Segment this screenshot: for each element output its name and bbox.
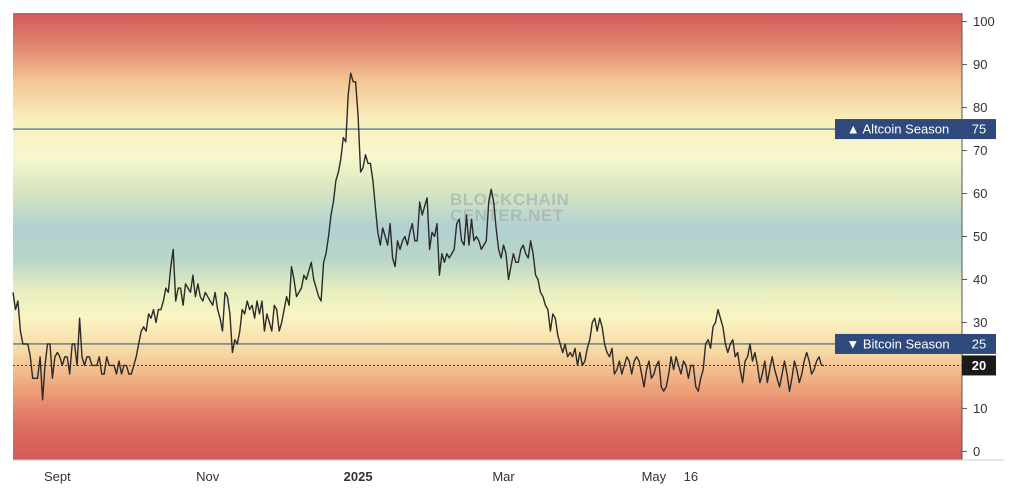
x-tick-label: Sept [44,469,71,484]
current-value-tag: 20 [972,358,986,373]
y-tick-label: 50 [973,229,987,244]
y-tick-label: 60 [973,186,987,201]
altcoin-index-series-line [12,72,824,401]
threshold-tags: ▲ Altcoin Season 75 ▼ Bitcoin Season 25 20 [835,119,996,376]
watermark-line-1: BLOCKCHAIN [450,190,569,209]
threshold-name-tag-bg [835,333,962,354]
y-tick-label: 0 [973,444,980,459]
threshold-value-tag-bg [962,119,996,140]
threshold-value-tag: 25 [972,336,986,351]
y-tick-label: 30 [973,315,987,330]
y-tick-label: 90 [973,57,987,72]
x-tick-label: Nov [196,469,220,484]
x-tick-label: 16 [684,469,698,484]
threshold-value-tag-bg [962,333,996,354]
x-tick-label: 2025 [344,469,373,484]
x-tick-label: May [642,469,667,484]
y-axis-ticks: 0 10 20 30 40 50 60 70 80 90 100 [962,14,995,459]
threshold-name-tag: ▼ Bitcoin Season [846,336,949,351]
x-tick-label: Mar [492,469,515,484]
y-tick-label: 80 [973,100,987,115]
current-value-tag-bg [962,355,996,376]
threshold-lines [13,128,962,345]
y-tick-label: 100 [973,14,995,29]
y-tick-label: 40 [973,272,987,287]
threshold-name-tag-bg [835,119,962,140]
watermark-line-2: CENTER.NET [450,206,564,225]
threshold-value-tag: 75 [972,122,986,137]
y-tick-label: 70 [973,143,987,158]
x-axis-ticks: Sept Nov 2025 Mar May 16 [44,469,698,484]
watermark: BLOCKCHAIN CENTER.NET [450,190,569,225]
plot-background [13,13,962,460]
threshold-name-tag: ▲ Altcoin Season [847,122,949,137]
y-tick-label: 10 [973,401,987,416]
